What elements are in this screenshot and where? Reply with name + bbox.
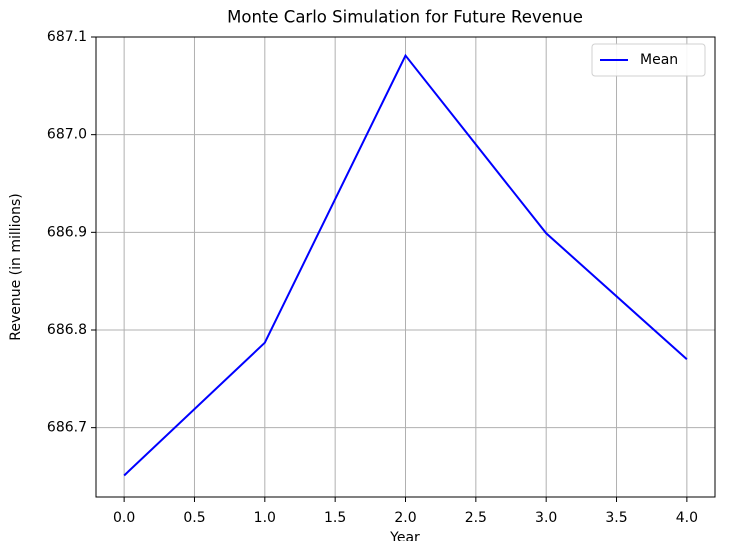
x-tick-label: 1.0 bbox=[254, 510, 276, 526]
x-tick-label: 4.0 bbox=[676, 510, 698, 526]
x-tick-label: 1.5 bbox=[324, 510, 346, 526]
x-tick-label: 0.5 bbox=[183, 510, 205, 526]
y-tick-label: 687.0 bbox=[47, 127, 87, 143]
x-tick-label: 2.0 bbox=[394, 510, 416, 526]
chart-title: Monte Carlo Simulation for Future Revenu… bbox=[227, 8, 583, 27]
plot-frame bbox=[95, 36, 716, 498]
x-tick-label: 0.0 bbox=[113, 510, 135, 526]
y-axis-label: Revenue (in millions) bbox=[8, 193, 24, 341]
x-tick-label: 3.5 bbox=[605, 510, 627, 526]
y-tick-label: 686.9 bbox=[47, 224, 87, 240]
y-tick-label: 686.8 bbox=[47, 322, 87, 338]
x-tick-label: 3.0 bbox=[535, 510, 557, 526]
legend-box bbox=[591, 43, 706, 77]
y-tick-label: 686.7 bbox=[47, 420, 87, 436]
x-tick-label: 2.5 bbox=[465, 510, 487, 526]
legend-label: Mean bbox=[640, 52, 678, 68]
line-series bbox=[123, 53, 688, 477]
y-tick-label: 687.1 bbox=[47, 29, 87, 45]
x-axis-label: Year bbox=[389, 530, 420, 541]
